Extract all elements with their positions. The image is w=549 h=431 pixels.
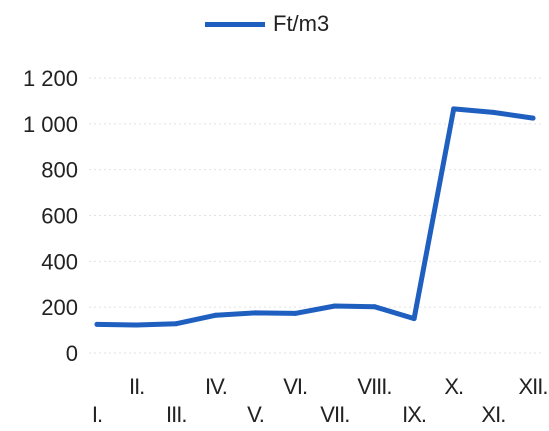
x-tick-label-10: XI. xyxy=(481,402,505,427)
data-point-6 xyxy=(332,303,338,309)
x-tick-label-2: III. xyxy=(166,402,186,427)
x-tick-label-5: VI. xyxy=(283,374,307,399)
x-tick-label-11: XII. xyxy=(518,374,547,399)
data-point-2 xyxy=(173,321,179,327)
y-tick-label-2: 400 xyxy=(41,249,78,274)
y-tick-label-4: 800 xyxy=(41,158,78,183)
legend-label-ftm3: Ft/m3 xyxy=(273,11,330,36)
chart-legend: Ft/m3 xyxy=(205,10,329,38)
x-tick-label-4: V. xyxy=(247,402,264,427)
x-tick-label-3: IV. xyxy=(205,374,227,399)
x-tick-label-8: IX. xyxy=(402,402,426,427)
data-point-9 xyxy=(451,106,457,112)
y-tick-label-3: 600 xyxy=(41,204,78,229)
data-point-11 xyxy=(530,115,536,121)
data-point-5 xyxy=(292,310,298,316)
data-point-1 xyxy=(134,322,140,328)
data-point-4 xyxy=(253,310,259,316)
data-point-7 xyxy=(371,304,377,310)
legend-swatch-ftm3 xyxy=(205,21,265,27)
y-tick-label-1: 200 xyxy=(41,295,78,320)
x-tick-label-6: VII. xyxy=(320,402,349,427)
data-point-0 xyxy=(94,321,100,327)
x-tick-label-0: I. xyxy=(92,402,102,427)
y-tick-label-0: 0 xyxy=(66,341,78,366)
series-line-ftm3 xyxy=(94,106,536,328)
data-point-8 xyxy=(411,316,417,322)
y-tick-label-5: 1 000 xyxy=(23,112,78,137)
x-tick-label-1: II. xyxy=(129,374,144,399)
x-tick-label-7: VIII. xyxy=(357,374,391,399)
data-point-3 xyxy=(213,312,219,318)
x-tick-label-9: X. xyxy=(444,374,463,399)
y-tick-label-6: 1 200 xyxy=(23,66,78,91)
data-point-10 xyxy=(490,109,496,115)
